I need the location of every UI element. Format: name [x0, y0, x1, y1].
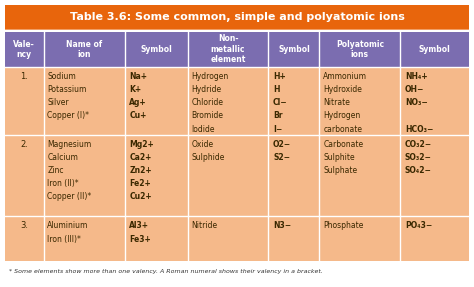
Text: Symbol: Symbol [278, 45, 310, 54]
Text: Hydrogen: Hydrogen [323, 111, 360, 121]
Text: N3−: N3− [273, 222, 291, 230]
Text: Magnesium: Magnesium [47, 140, 91, 149]
Text: H: H [273, 85, 280, 94]
Text: Carbonate: Carbonate [323, 140, 363, 149]
Text: Br: Br [273, 111, 283, 121]
Text: 1.: 1. [20, 72, 28, 81]
Text: Na+: Na+ [129, 72, 147, 81]
Text: Cl−: Cl− [273, 98, 288, 107]
Text: Al3+: Al3+ [129, 222, 149, 230]
Text: Symbol: Symbol [419, 45, 451, 54]
Text: Calcium: Calcium [47, 153, 78, 162]
Text: Fe2+: Fe2+ [129, 179, 151, 188]
Text: O2−: O2− [273, 140, 291, 149]
Text: Iron (III)*: Iron (III)* [47, 234, 81, 244]
Text: Polyatomic
ions: Polyatomic ions [336, 40, 384, 59]
Text: Iron (II)*: Iron (II)* [47, 179, 79, 188]
Text: Nitrate: Nitrate [323, 98, 350, 107]
Text: Ca2+: Ca2+ [129, 153, 152, 162]
Text: I−: I− [273, 125, 283, 133]
Text: 3.: 3. [20, 222, 28, 230]
Text: * Some elements show more than one valency. A Roman numeral shows their valency : * Some elements show more than one valen… [9, 269, 323, 274]
Text: S2−: S2− [273, 153, 290, 162]
Text: Phosphate: Phosphate [323, 222, 364, 230]
Text: 2.: 2. [20, 140, 28, 149]
Text: Ag+: Ag+ [129, 98, 147, 107]
Text: Nitride: Nitride [191, 222, 218, 230]
Text: OH−: OH− [405, 85, 424, 94]
Text: Table 3.6: Some common, simple and polyatomic ions: Table 3.6: Some common, simple and polya… [70, 12, 404, 22]
Text: Vale-
ncy: Vale- ncy [13, 40, 35, 59]
Text: Name of
ion: Name of ion [66, 40, 102, 59]
Text: Zinc: Zinc [47, 166, 64, 175]
Text: Chloride: Chloride [191, 98, 223, 107]
Text: Sulphide: Sulphide [191, 153, 225, 162]
Text: Cu+: Cu+ [129, 111, 146, 121]
Text: Hydride: Hydride [191, 85, 221, 94]
Text: SO₄2−: SO₄2− [405, 166, 432, 175]
Text: K+: K+ [129, 85, 141, 94]
Text: H+: H+ [273, 72, 286, 81]
Text: Aluminium: Aluminium [47, 222, 89, 230]
Text: PO₄3−: PO₄3− [405, 222, 432, 230]
Text: Bromide: Bromide [191, 111, 223, 121]
Text: Silver: Silver [47, 98, 69, 107]
Text: NO₃−: NO₃− [405, 98, 428, 107]
Text: Zn2+: Zn2+ [129, 166, 152, 175]
Text: Hydrogen: Hydrogen [191, 72, 228, 81]
Text: SO₃2−: SO₃2− [405, 153, 432, 162]
Text: Symbol: Symbol [140, 45, 172, 54]
Bar [5, 32, 469, 67]
Text: Fe3+: Fe3+ [129, 234, 151, 244]
Text: Oxide: Oxide [191, 140, 213, 149]
Text: Copper (I)*: Copper (I)* [47, 111, 90, 121]
Text: Sulphate: Sulphate [323, 166, 357, 175]
Text: Sulphite: Sulphite [323, 153, 355, 162]
Text: Sodium: Sodium [47, 72, 76, 81]
Text: Ammonium: Ammonium [323, 72, 367, 81]
Text: Non-
metallic
element: Non- metallic element [210, 34, 246, 64]
Text: Mg2+: Mg2+ [129, 140, 154, 149]
Text: CO₃2−: CO₃2− [405, 140, 432, 149]
Text: Cu2+: Cu2+ [129, 192, 152, 201]
Text: Copper (II)*: Copper (II)* [47, 192, 91, 201]
Text: HCO₃−: HCO₃− [405, 125, 433, 133]
Text: Hydroxide: Hydroxide [323, 85, 362, 94]
Text: Iodide: Iodide [191, 125, 215, 133]
Text: NH₄+: NH₄+ [405, 72, 428, 81]
Text: carbonate: carbonate [323, 125, 362, 133]
Text: Potassium: Potassium [47, 85, 87, 94]
FancyBboxPatch shape [0, 5, 474, 30]
